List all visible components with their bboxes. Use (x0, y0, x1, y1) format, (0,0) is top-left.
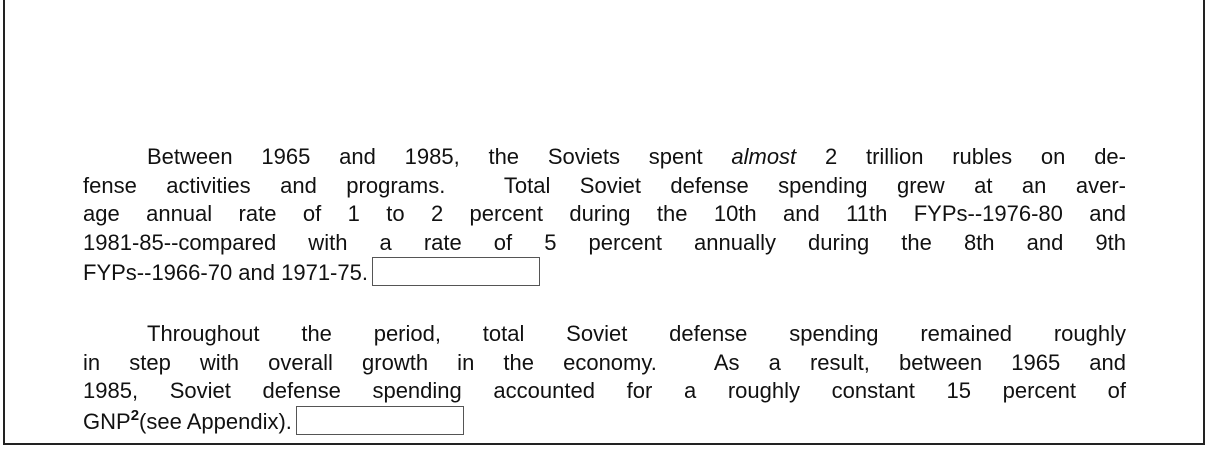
text-line: in step with overall growth in the econo… (83, 349, 1126, 375)
text: GNP (83, 408, 131, 434)
text-line: 1981-85--compared with a rate of 5 perce… (83, 229, 1126, 255)
text-line: fense activities and programs. Total Sov… (83, 172, 1126, 198)
text: 2 trillion rubles on de- (796, 144, 1126, 169)
text-line: 1985, Soviet defense spending accounted … (83, 378, 1126, 403)
redaction-box (295, 405, 464, 435)
footnote-ref: 2 (130, 406, 140, 424)
text: (see Appendix). (139, 408, 292, 434)
text: FYPs--1966-70 and 1971-75. (83, 260, 368, 285)
text: Between 1965 and 1985, the Soviets spent (147, 144, 732, 169)
text-line: Between 1965 and 1985, the Soviets spent… (83, 143, 1126, 172)
paragraph: Throughout the period, total Soviet defe… (83, 320, 1126, 436)
text-line: age annual rate of 1 to 2 percent during… (83, 201, 1126, 226)
redaction-box (371, 257, 540, 286)
text-line: Throughout the period, total Soviet defe… (147, 321, 1126, 346)
italic-text: almost (731, 144, 797, 169)
text-line: FYPs--1966-70 and 1971-75. (83, 257, 1126, 288)
frame (3, 0, 1205, 445)
text-line: GNP2(see Appendix). (83, 405, 1126, 437)
paragraph: Between 1965 and 1985, the Soviets spent… (83, 143, 1126, 288)
